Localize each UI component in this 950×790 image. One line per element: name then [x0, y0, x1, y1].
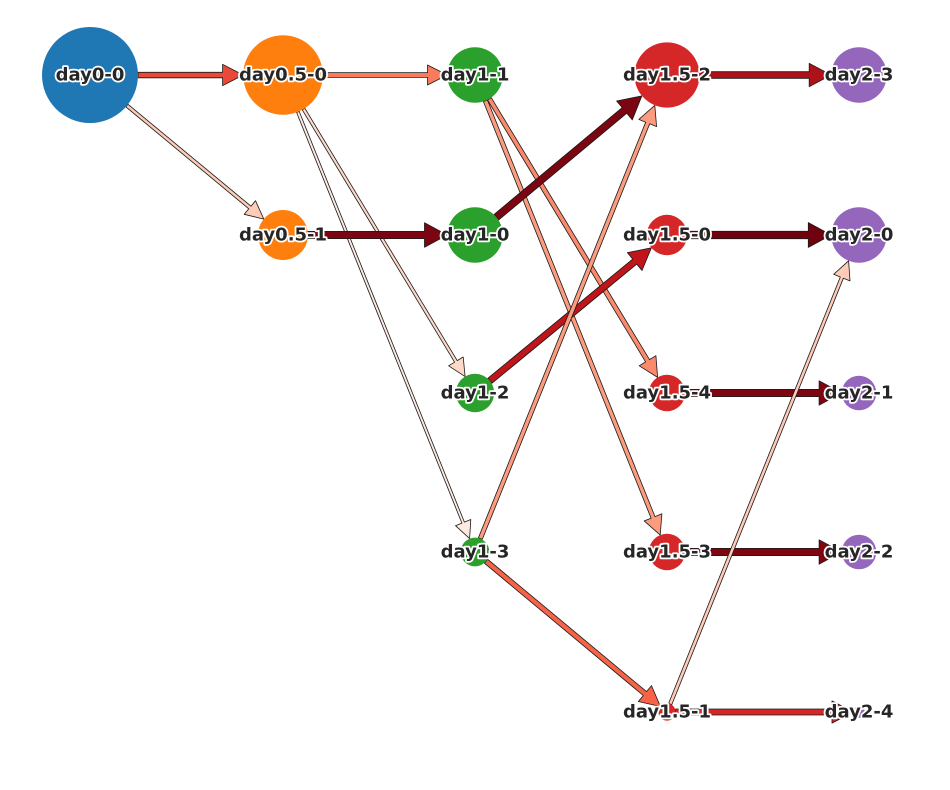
- edge-day1-1-to-day1.5-3: [482, 99, 663, 536]
- node-label-day1-0: day1-0: [441, 225, 510, 246]
- edge-day1-1-to-day1.5-4: [487, 97, 658, 378]
- node-day1.5-4: [648, 374, 686, 412]
- node-label-day0.5-0: day0.5-0: [239, 65, 327, 86]
- node-label-day1.5-3: day1.5-3: [623, 542, 711, 563]
- edge-day1-0-to-day1.5-2: [493, 95, 643, 221]
- node-label-day1-3: day1-3: [441, 542, 510, 563]
- node-label-day1-2: day1-2: [441, 383, 510, 404]
- node-day0.5-1: [258, 210, 308, 260]
- node-label-day1.5-2: day1.5-2: [623, 65, 711, 86]
- node-day2-0: [831, 207, 887, 263]
- nodes-layer: [42, 27, 887, 721]
- node-day0-0: [42, 27, 138, 123]
- edge-day0-0-to-day0.5-1: [125, 103, 265, 220]
- edge-day1.5-1-to-day2-0: [668, 260, 851, 705]
- edge-day0-0-to-day0.5-0: [137, 63, 244, 87]
- labels-layer: day0-0 day0.5-0 day0.5-1 day1-1 day1-0 day1-2…: [54, 63, 895, 725]
- node-label-day1.5-4: day1.5-4: [623, 383, 711, 404]
- node-day1.5-1: [658, 703, 676, 721]
- node-label-day2-3: day2-3: [825, 65, 894, 86]
- node-day1-3: [460, 537, 490, 567]
- node-day2-2: [841, 534, 877, 570]
- edge-day1.5-3-to-day2-2: [684, 539, 843, 565]
- edge-day1-3-to-day1.5-2: [477, 104, 657, 540]
- node-label-day2-2: day2-2: [825, 542, 894, 563]
- edge-day0.5-0-to-day1-3: [296, 111, 472, 539]
- node-label-day1-1: day1-1: [441, 65, 510, 86]
- edge-day1.5-0-to-day2-0: [686, 222, 832, 248]
- node-label-day2-4: day2-4: [825, 702, 894, 723]
- node-label-day1.5-1: day1.5-1: [623, 702, 711, 723]
- edge-day0.5-1-to-day1-0: [307, 222, 448, 248]
- node-day1.5-2: [634, 42, 700, 108]
- edge-day1.5-2-to-day2-3: [699, 62, 832, 88]
- edge-day1-3-to-day1.5-1: [483, 558, 661, 707]
- node-day1-2: [455, 373, 495, 413]
- node-day1-1: [447, 47, 503, 103]
- edge-day1.5-1-to-day2-4: [675, 700, 854, 724]
- edge-day1.5-4-to-day2-1: [684, 380, 843, 406]
- node-label-day1.5-0: day1.5-0: [623, 225, 711, 246]
- edges-layer: [125, 62, 854, 724]
- node-label-day0-0: day0-0: [56, 65, 125, 86]
- node-label-day2-1: day2-1: [825, 383, 894, 404]
- node-day2-1: [841, 375, 877, 411]
- node-day2-4: [853, 706, 865, 718]
- node-day1-0: [447, 207, 503, 263]
- node-label-day0.5-1: day0.5-1: [239, 225, 327, 246]
- node-day0.5-0: [243, 35, 323, 115]
- node-label-day2-0: day2-0: [825, 225, 894, 246]
- edge-day0.5-0-to-day1-1: [322, 64, 448, 86]
- edge-day0.5-0-to-day1-2: [301, 107, 466, 378]
- node-day1.5-0: [646, 214, 688, 256]
- node-day1.5-3: [648, 533, 686, 571]
- node-day2-3: [831, 47, 887, 103]
